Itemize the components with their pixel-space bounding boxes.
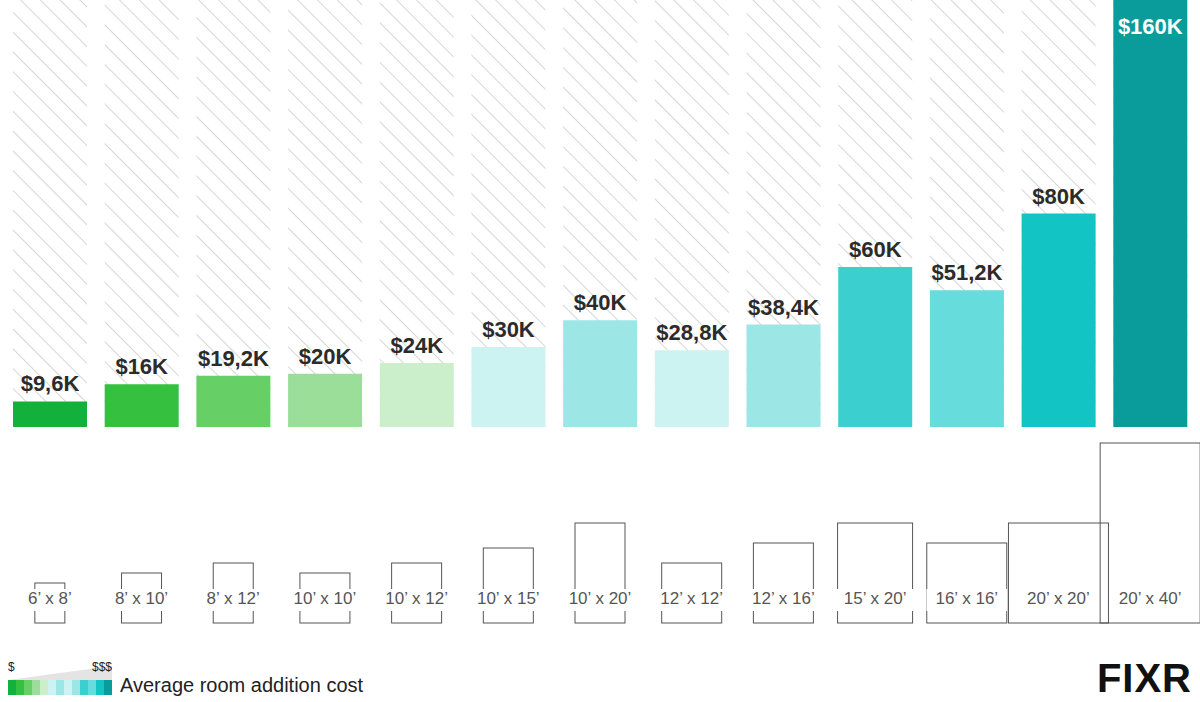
svg-text:$20K: $20K (299, 344, 352, 369)
svg-text:$16K: $16K (115, 354, 168, 379)
svg-text:8’ x 12’: 8’ x 12’ (207, 589, 260, 608)
svg-text:12’ x 16’: 12’ x 16’ (752, 589, 815, 608)
svg-text:8’ x 10’: 8’ x 10’ (115, 589, 168, 608)
svg-text:10’ x 20’: 10’ x 20’ (569, 589, 632, 608)
svg-text:$9,6K: $9,6K (21, 371, 80, 396)
svg-text:6’ x 8’: 6’ x 8’ (28, 589, 72, 608)
svg-text:$51,2K: $51,2K (931, 260, 1002, 285)
svg-text:$19,2K: $19,2K (198, 346, 269, 371)
svg-text:$24K: $24K (390, 333, 443, 358)
html-text:FIXR: FIXR (1096, 656, 1192, 700)
svg-text:10’ x 15’: 10’ x 15’ (477, 589, 540, 608)
svg-text:16’ x 16’: 16’ x 16’ (935, 589, 998, 608)
svg-text:$160K: $160K (1118, 14, 1183, 39)
svg-text:$80K: $80K (1032, 184, 1085, 209)
html-text:Average room addition cost: Average room addition cost (120, 674, 364, 696)
svg-text:$28,8K: $28,8K (656, 320, 727, 345)
svg-text:12’ x 12’: 12’ x 12’ (660, 589, 723, 608)
svg-text:$40K: $40K (574, 290, 627, 315)
svg-text:$38,4K: $38,4K (748, 295, 819, 320)
svg-text:$60K: $60K (849, 237, 902, 262)
svg-text:20’ x 20’: 20’ x 20’ (1027, 589, 1090, 608)
svg-text:10’ x 10’: 10’ x 10’ (294, 589, 357, 608)
svg-text:$30K: $30K (482, 317, 535, 342)
svg-text:20’ x 40’: 20’ x 40’ (1119, 589, 1182, 608)
svg-text:10’ x 12’: 10’ x 12’ (385, 589, 448, 608)
svg-text:15’ x 20’: 15’ x 20’ (844, 589, 907, 608)
